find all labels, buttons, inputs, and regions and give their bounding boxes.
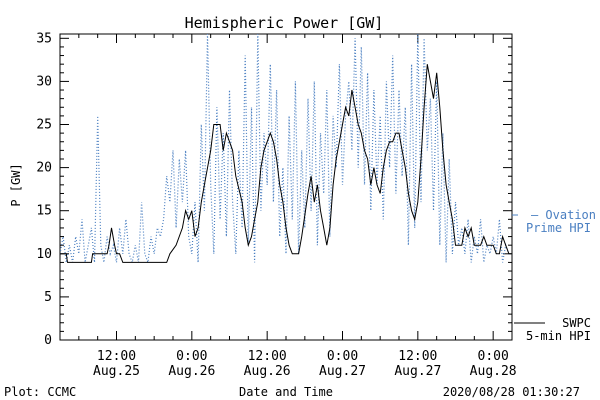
legend-swpc-line1: SWPC — [562, 316, 591, 330]
plot-area — [59, 33, 513, 341]
y-tick-label: 5 — [44, 290, 52, 305]
series-ovation-line — [60, 34, 512, 265]
legend: — Ovation Prime HPI SWPC 5-min HPI — [512, 208, 596, 343]
footer-left: Plot: CCMC — [4, 385, 76, 399]
plot-frame — [59, 33, 513, 341]
x-tick-date-label: Aug.26 — [244, 364, 291, 379]
y-tick-label: 30 — [36, 74, 52, 89]
y-axis: 0 5 10 15 20 25 30 35 — [36, 31, 512, 348]
x-tick-date-label: Aug.25 — [93, 364, 140, 379]
x-tick-time-label: 0:00 — [478, 349, 509, 364]
y-tick-label: 25 — [36, 118, 52, 133]
series-layer — [60, 34, 512, 265]
y-tick-label: 0 — [44, 333, 52, 348]
y-tick-label: 15 — [36, 204, 52, 219]
footer-timestamp: 2020/08/28 01:30:27 — [443, 385, 580, 399]
series-swpc-line — [60, 64, 512, 263]
x-tick-time-label: 12:00 — [248, 349, 287, 364]
legend-swpc-line2: 5-min HPI — [526, 329, 591, 343]
y-axis-label: P [GW] — [9, 163, 23, 206]
y-tick-label: 10 — [36, 247, 52, 262]
x-tick-date-label: Aug.27 — [319, 364, 366, 379]
x-tick-time-label: 0:00 — [176, 349, 207, 364]
x-axis: 12:00Aug.250:00Aug.2612:00Aug.260:00Aug.… — [59, 34, 517, 379]
x-tick-time-label: 12:00 — [97, 349, 136, 364]
x-tick-date-label: Aug.26 — [168, 364, 215, 379]
y-tick-label: 20 — [36, 161, 52, 176]
x-tick-date-label: Aug.28 — [470, 364, 517, 379]
x-tick-time-label: 12:00 — [398, 349, 437, 364]
legend-ovation-line1: — Ovation — [531, 208, 596, 222]
x-axis-label: Date and Time — [239, 385, 333, 399]
y-tick-label: 35 — [36, 31, 52, 46]
x-tick-time-label: 0:00 — [327, 349, 358, 364]
legend-ovation-line2: Prime HPI — [526, 221, 591, 235]
x-tick-date-label: Aug.27 — [394, 364, 441, 379]
chart-title: Hemispheric Power [GW] — [185, 14, 384, 32]
